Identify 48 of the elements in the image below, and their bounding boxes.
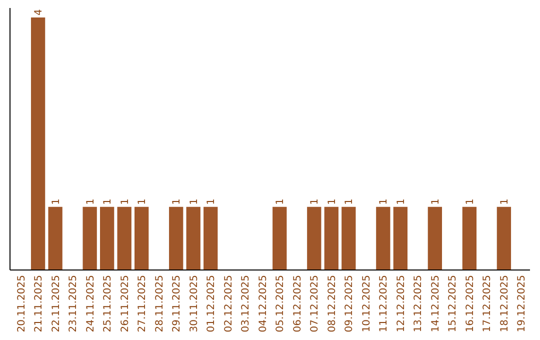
x-tick-label: 19.12.2025 xyxy=(516,275,528,332)
x-tick-label: 28.11.2025 xyxy=(154,275,166,332)
data-label: 1 xyxy=(378,198,390,205)
x-tick-label: 05.12.2025 xyxy=(275,275,286,332)
x-tick-label: 04.12.2025 xyxy=(258,275,269,332)
data-label: 4 xyxy=(34,9,45,16)
data-label: 1 xyxy=(499,198,510,205)
x-tick-label: 16.12.2025 xyxy=(464,275,476,332)
x-tick-label: 06.12.2025 xyxy=(292,275,304,332)
data-label: 1 xyxy=(326,198,338,205)
x-tick-label: 26.11.2025 xyxy=(120,275,131,332)
x-tick-label: 10.12.2025 xyxy=(361,275,372,332)
x-tick-label: 30.11.2025 xyxy=(188,275,200,332)
data-label: 1 xyxy=(137,198,148,205)
x-tick-label: 22.11.2025 xyxy=(50,275,62,332)
x-tick-label: 03.12.2025 xyxy=(240,275,252,332)
x-tick-label: 29.11.2025 xyxy=(172,275,183,332)
x-tick-label: 08.12.2025 xyxy=(326,275,338,332)
x-tick-label: 20.11.2025 xyxy=(16,275,28,332)
x-tick-label: 12.12.2025 xyxy=(396,275,407,332)
x-tick-label: 27.11.2025 xyxy=(137,275,148,332)
data-label: 1 xyxy=(50,198,62,205)
x-tick-label: 14.12.2025 xyxy=(430,275,442,332)
data-label: 1 xyxy=(206,198,218,205)
x-tick-label: 02.12.2025 xyxy=(223,275,234,332)
x-tick-label: 24.11.2025 xyxy=(85,275,96,332)
data-label: 1 xyxy=(464,198,476,205)
data-label: 1 xyxy=(172,198,183,205)
x-tick-label: 09.12.2025 xyxy=(344,275,356,332)
x-tick-label: 13.12.2025 xyxy=(413,275,424,332)
x-tick-label: 18.12.2025 xyxy=(499,275,510,332)
x-tick-label: 21.11.2025 xyxy=(34,275,45,332)
x-tick-label: 17.12.2025 xyxy=(482,275,494,332)
x-tick-label: 07.12.2025 xyxy=(310,275,321,332)
x-tick-label: 25.11.2025 xyxy=(102,275,114,332)
x-tick-label: 11.12.2025 xyxy=(378,275,390,332)
x-tick-label: 01.12.2025 xyxy=(206,275,218,332)
data-label: 1 xyxy=(310,198,321,205)
data-label: 1 xyxy=(344,198,356,205)
data-label: 1 xyxy=(102,198,114,205)
x-tick-label: 15.12.2025 xyxy=(448,275,459,332)
data-label: 1 xyxy=(275,198,286,205)
x-tick-label: 23.11.2025 xyxy=(68,275,80,332)
data-label: 1 xyxy=(120,198,131,205)
data-label: 1 xyxy=(430,198,442,205)
data-label: 1 xyxy=(188,198,200,205)
data-label: 1 xyxy=(396,198,407,205)
data-label: 1 xyxy=(85,198,96,205)
